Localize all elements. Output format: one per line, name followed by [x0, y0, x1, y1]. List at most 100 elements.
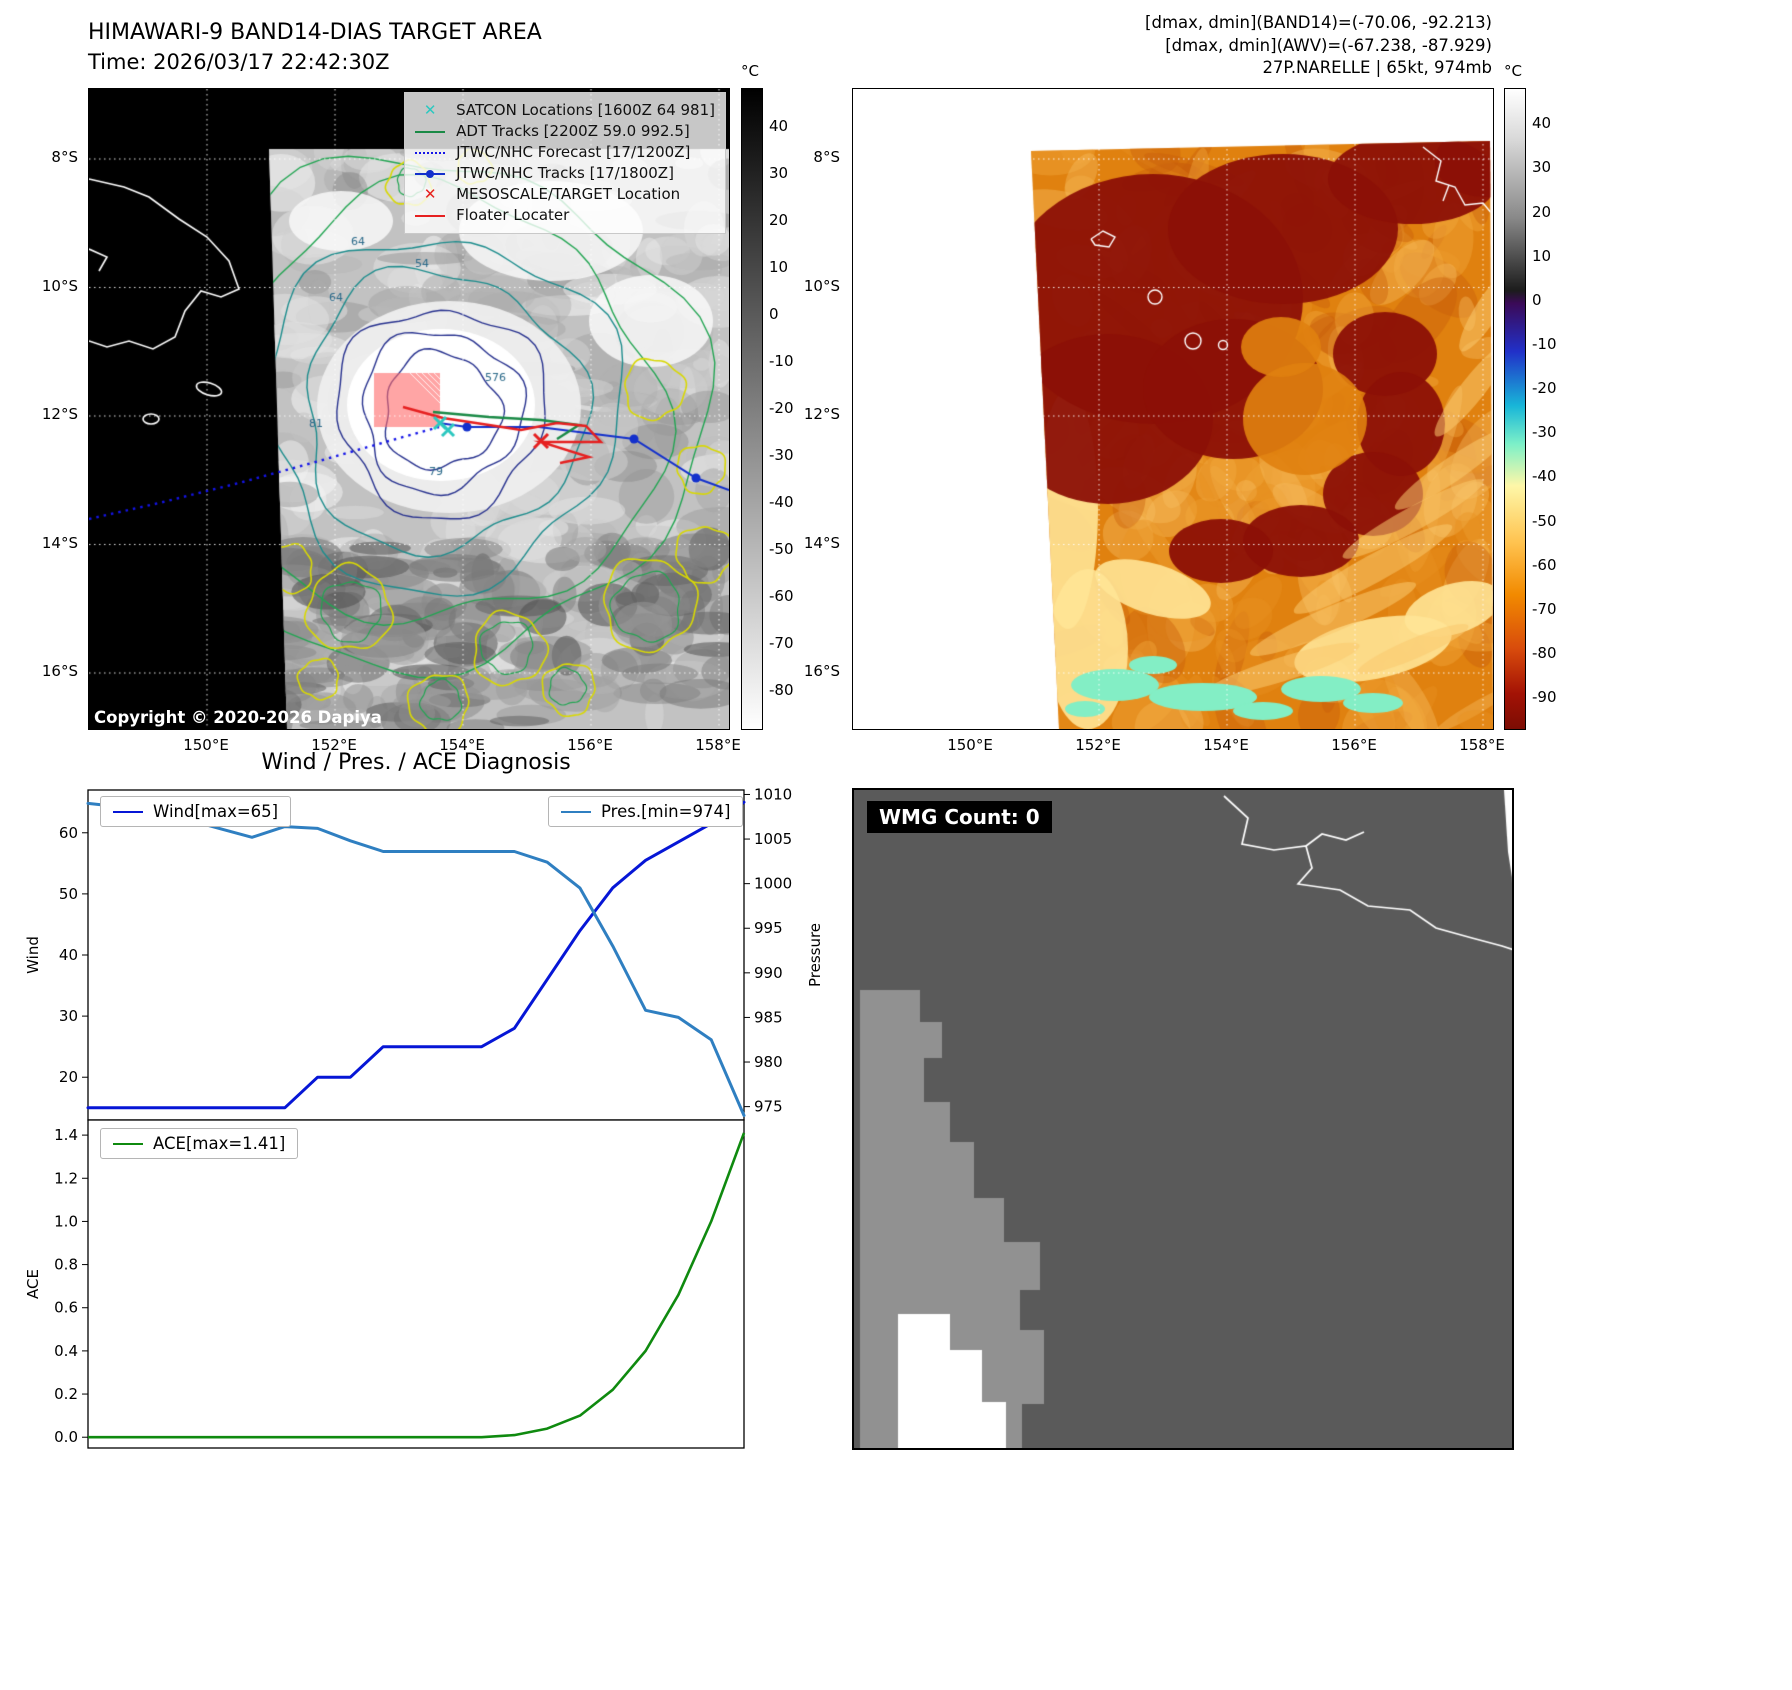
ace-axis-tick: 0.8 [54, 1256, 78, 1274]
awv-colorbar [1504, 88, 1526, 730]
wmg-count-label: WMG Count: 0 [867, 801, 1052, 833]
colorbar-tick-label: -40 [769, 493, 794, 512]
copyright-watermark: Copyright © 2020-2026 Dapiya [94, 708, 382, 727]
ace-axis-tick: 0.4 [54, 1342, 78, 1360]
pressure-axis-tick: 1010 [754, 785, 792, 803]
lon-tick-label: 150°E [947, 736, 993, 754]
colorbar-tick-label: -10 [1532, 335, 1557, 353]
colorbar-tick-label: -50 [769, 540, 794, 559]
wind-axis-tick: 20 [59, 1068, 78, 1086]
adt-track-line-icon [413, 125, 447, 139]
wind-series-line [86, 800, 746, 1110]
colorbar-tick-label: -10 [769, 351, 794, 370]
colorbar-tick-label: 10 [769, 257, 789, 276]
forecast-dotted-line-icon [413, 146, 447, 160]
pressure-axis-tick: 1005 [754, 830, 792, 848]
pressure-axis-tick: 985 [754, 1008, 783, 1026]
colorbar-tick-label: 40 [1532, 114, 1552, 133]
pressure-legend-line-icon [561, 810, 591, 813]
band14-colorbar [741, 88, 763, 730]
wind-pressure-plot-frame [87, 789, 745, 1121]
wind-legend-label: Wind[max=65] [153, 802, 279, 821]
storm-id-line: 27P.NARELLE | 65kt, 974mb [1262, 58, 1492, 77]
ace-axis-tick: 1.0 [54, 1212, 78, 1230]
lat-tick-label: 10°S [803, 276, 840, 295]
ace-series-line [88, 1132, 746, 1439]
wind-legend-line-icon [113, 810, 143, 813]
pressure-legend: Pres.[min=974] [548, 796, 744, 827]
panel1-title: HIMAWARI-9 BAND14-DIAS TARGET AREA [88, 20, 542, 45]
legend-label: JTWC/NHC Tracks [17/1800Z] [456, 164, 674, 182]
pressure-axis-tick: 980 [754, 1053, 783, 1071]
pressure-axis-tick: 975 [754, 1098, 783, 1116]
lat-tick-label: 14°S [41, 533, 78, 552]
pressure-axis-tick: 1000 [754, 875, 792, 893]
ace-legend: ACE[max=1.41] [100, 1128, 299, 1159]
legend-item: Floater Locater [413, 205, 715, 226]
colorbar-tick-label: -80 [769, 681, 794, 700]
legend-item: JTWC/NHC Tracks [17/1800Z] [413, 163, 715, 184]
lon-tick-label: 154°E [439, 736, 485, 754]
colorbar-tick-label: -20 [769, 399, 794, 417]
wind-pressure-ace-chart: 20 30 40 50 60 975 980 985 990 995 1000 1005 1010 0.0… [24, 785, 824, 1449]
legend-label: SATCON Locations [1600Z 64 981] [456, 101, 715, 119]
colorbar-tick-label: -60 [1532, 555, 1557, 574]
satcon-x-icon: ✕ [423, 101, 437, 119]
colorbar-tick-label: -40 [1532, 467, 1557, 486]
legend-item: JTWC/NHC Forecast [17/1200Z] [413, 142, 715, 163]
ace-axis-tick: 0.0 [54, 1428, 78, 1446]
legend-label: ADT Tracks [2200Z 59.0 992.5] [456, 122, 690, 140]
lon-tick-label: 152°E [311, 736, 357, 754]
colorbar-tick-label: 10 [1532, 246, 1552, 265]
ace-axis-tick: 0.2 [54, 1385, 78, 1403]
colorbar-tick-label: 30 [1532, 158, 1552, 177]
lat-tick-label: 8°S [813, 148, 840, 166]
legend-label: JTWC/NHC Forecast [17/1200Z] [456, 143, 691, 161]
colorbar-tick-label: -50 [1532, 511, 1557, 530]
colorbar-tick-label: 0 [1532, 290, 1542, 309]
wind-axis-tick: 60 [59, 824, 78, 842]
lat-tick-label: 12°S [41, 405, 78, 423]
lon-tick-label: 152°E [1075, 736, 1121, 754]
wind-axis-label: Wind [24, 936, 42, 974]
awv-map [852, 88, 1494, 730]
legend-item: ADT Tracks [2200Z 59.0 992.5] [413, 121, 715, 142]
legend-label: Floater Locater [456, 206, 570, 224]
colorbar-tick-label: 20 [769, 210, 789, 229]
lon-tick-label: 158°E [1459, 736, 1505, 754]
lon-tick-label: 150°E [183, 736, 229, 754]
lat-tick-label: 14°S [803, 533, 840, 552]
colorbar-tick-label: 40 [769, 116, 789, 135]
wmg-map: WMG Count: 0 [852, 788, 1514, 1450]
legend-item: ✕ MESOSCALE/TARGET Location [413, 184, 715, 205]
colorbar-tick-label: 20 [1532, 202, 1552, 221]
ace-legend-line-icon [113, 1142, 143, 1145]
wmg-map-canvas [854, 790, 1512, 1448]
panel1-subtitle: Time: 2026/03/17 22:42:30Z [88, 50, 390, 74]
wind-legend: Wind[max=65] [100, 796, 292, 827]
colorbar-tick-label: -70 [1532, 599, 1557, 618]
wind-axis-tick: 40 [59, 946, 78, 964]
wind-axis-tick: 50 [59, 885, 78, 903]
panel2-header: [dmax, dmin](BAND14)=(-70.06, -92.213) [… [900, 12, 1492, 80]
colorbar-tick-label: -20 [1532, 379, 1557, 398]
stats-line-awv: [dmax, dmin](AWV)=(-67.238, -87.929) [1165, 35, 1492, 55]
diagnosis-title: Wind / Pres. / ACE Diagnosis [261, 750, 571, 775]
stats-line-band14: [dmax, dmin](BAND14)=(-70.06, -92.213) [1145, 13, 1492, 32]
ace-plot-frame [87, 1119, 745, 1449]
wind-axis-tick: 30 [59, 1007, 78, 1025]
lat-tick-label: 8°S [51, 148, 78, 166]
colorbar-tick-label: -30 [769, 446, 794, 465]
lon-tick-label: 156°E [1331, 736, 1377, 754]
colorbar-tick-label: -30 [1532, 423, 1557, 442]
lat-tick-label: 16°S [41, 662, 78, 680]
ace-axis-tick: 1.4 [54, 1126, 78, 1144]
mesoscale-x-icon: ✕ [423, 185, 437, 203]
colorbar-unit-label: °C [741, 62, 759, 80]
colorbar-tick-label: -70 [769, 634, 794, 653]
pressure-axis-tick: 995 [754, 919, 783, 937]
colorbar-tick-label: 30 [769, 163, 789, 182]
map-legend: ✕ SATCON Locations [1600Z 64 981] ADT Trac… [404, 92, 726, 234]
colorbar-tick-label: -90 [1532, 688, 1557, 707]
